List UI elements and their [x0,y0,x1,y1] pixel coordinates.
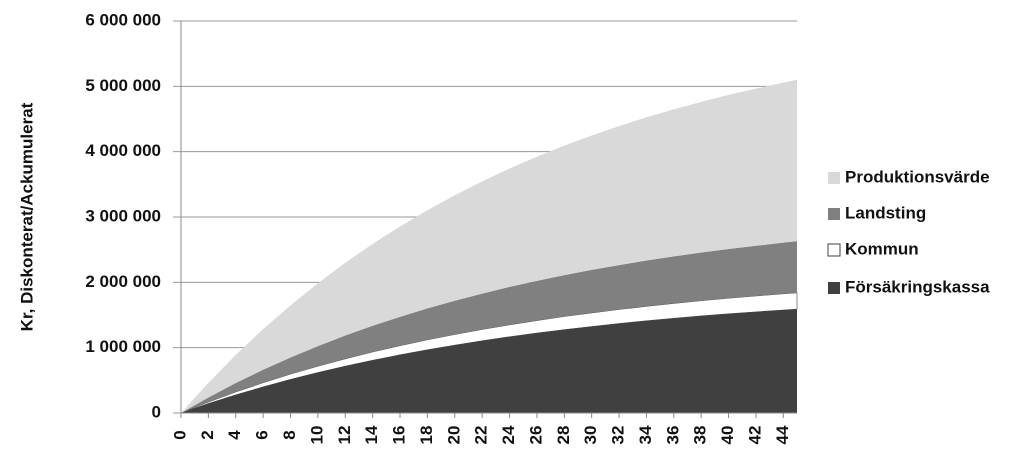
legend-label: Kommun [845,239,919,258]
x-tick-label: 34 [636,425,655,444]
y-tick-label: 1 000 000 [85,337,161,356]
x-tick-label: 22 [472,426,491,445]
x-tick-label: 38 [691,426,710,445]
x-tick-label: 14 [362,425,381,444]
x-tick-label: 12 [335,426,354,445]
y-tick-label: 5 000 000 [85,76,161,95]
x-tick-label: 32 [609,426,628,445]
x-tick-label: 20 [444,426,463,445]
x-tick-label: 44 [773,425,792,444]
legend-swatch [828,282,840,294]
y-tick-label: 2 000 000 [85,272,161,291]
legend-swatch [827,243,841,257]
x-tick-label: 26 [526,426,545,445]
legend-swatch [828,172,840,184]
area [180,292,798,414]
x-tick-label: 40 [718,426,737,445]
x-tick-label: 42 [745,426,764,445]
x-tick-label: 6 [253,430,272,439]
x-tick-label: 30 [581,426,600,445]
x-tick-label: 16 [390,426,409,445]
y-tick-label: 4 000 000 [85,141,161,160]
legend-swatch [828,208,840,220]
legend-label: Landsting [845,203,926,222]
y-tick-label: 3 000 000 [85,206,161,225]
y-tick-label: 6 000 000 [85,10,161,29]
x-tick-label: 36 [663,426,682,445]
x-tick-label: 8 [280,430,299,439]
y-tick-label: 0 [152,402,161,421]
x-tick-label: 18 [417,426,436,445]
x-tick-label: 4 [225,430,244,440]
legend-label: Försäkringskassa [845,277,990,296]
x-tick-label: 2 [198,430,217,439]
y-axis-label: Kr, Diskonterat/Ackumulerat [17,102,36,331]
x-tick-label: 24 [499,425,518,444]
legend-label: Produktionsvärde [845,167,990,186]
area [181,309,797,413]
x-tick-label: 10 [307,426,326,445]
area [181,79,797,414]
x-tick-label: 28 [554,426,573,445]
x-tick-label: 0 [170,430,189,439]
area [181,241,797,413]
